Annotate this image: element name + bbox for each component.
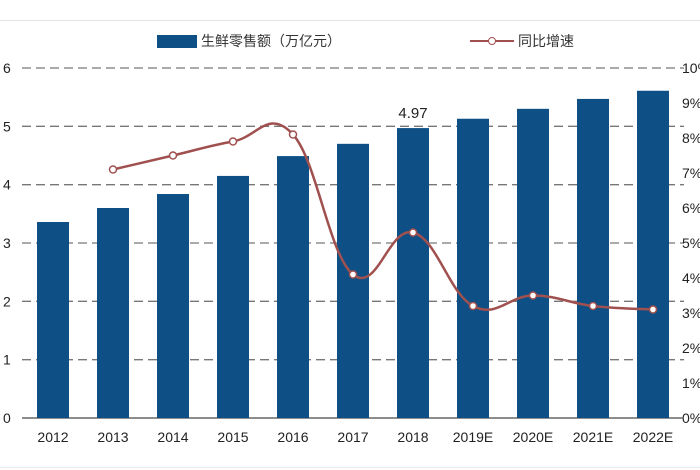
left-axis-tick: 1 [3, 352, 11, 368]
x-axis-tick: 2014 [157, 429, 188, 445]
line-marker [528, 291, 538, 300]
bar-swatch-icon [157, 34, 197, 48]
bottom-divider [0, 467, 700, 468]
bar [157, 194, 189, 418]
left-axis-tick: 4 [3, 177, 11, 193]
bar [37, 222, 69, 418]
line-marker [588, 301, 598, 311]
x-axis-tick: 2018 [397, 429, 428, 445]
right-axis-tick: 7% [682, 165, 700, 181]
left-axis-tick: 2 [3, 293, 11, 309]
legend-item-bar: 生鲜零售额（万亿元） [157, 31, 341, 51]
line-marker [468, 301, 478, 311]
x-axis-tick: 2019E [453, 429, 493, 445]
bar [337, 143, 369, 419]
right-axis-tick: 0% [682, 410, 700, 426]
right-axis-tick: 8% [682, 130, 700, 146]
right-axis-tick: 6% [682, 200, 700, 216]
x-axis-tick: 2017 [337, 429, 368, 445]
x-axis-tick: 2020E [513, 429, 553, 445]
growth-line [112, 122, 654, 311]
right-axis-tick: 1% [682, 375, 700, 391]
line-marker [348, 270, 358, 279]
x-axis-tick: 2013 [97, 429, 128, 445]
x-axis-tick: 2012 [37, 429, 68, 445]
line-marker [408, 228, 418, 237]
bar [457, 118, 489, 418]
right-axis-tick: 5% [682, 235, 700, 251]
data-label: 4.97 [398, 105, 427, 122]
x-axis-tick: 2016 [277, 429, 308, 445]
right-axis-tick: 4% [682, 270, 700, 286]
line-marker-icon [470, 35, 514, 47]
bar [637, 90, 669, 418]
left-axis-tick: 0 [3, 410, 11, 426]
left-axis-tick: 6 [3, 60, 11, 76]
x-axis-tick: 2021E [573, 429, 613, 445]
line-marker [228, 137, 238, 146]
right-axis-tick: 2% [682, 340, 700, 356]
top-divider [0, 20, 700, 21]
legend-bar-label: 生鲜零售额（万亿元） [201, 33, 341, 49]
left-axis-tick: 5 [3, 118, 11, 134]
legend: 生鲜零售额（万亿元） 同比增速 [0, 31, 700, 55]
line-marker [648, 305, 658, 314]
bar [97, 208, 129, 418]
bar [217, 175, 249, 418]
bar [397, 128, 429, 419]
x-axis-tick: 2022E [633, 429, 673, 445]
x-axis-tick: 2015 [217, 429, 248, 445]
right-axis-tick: 10% [682, 60, 700, 76]
bar [517, 108, 549, 418]
legend-item-line: 同比增速 [470, 31, 574, 51]
bar [277, 156, 309, 419]
left-axis-tick: 3 [3, 235, 11, 251]
line-marker [288, 130, 298, 139]
right-axis-tick: 9% [682, 95, 700, 111]
bar [577, 98, 609, 419]
line-marker [168, 151, 178, 160]
line-marker [108, 165, 118, 174]
right-axis-tick: 3% [682, 305, 700, 321]
legend-line-label: 同比增速 [518, 33, 574, 49]
